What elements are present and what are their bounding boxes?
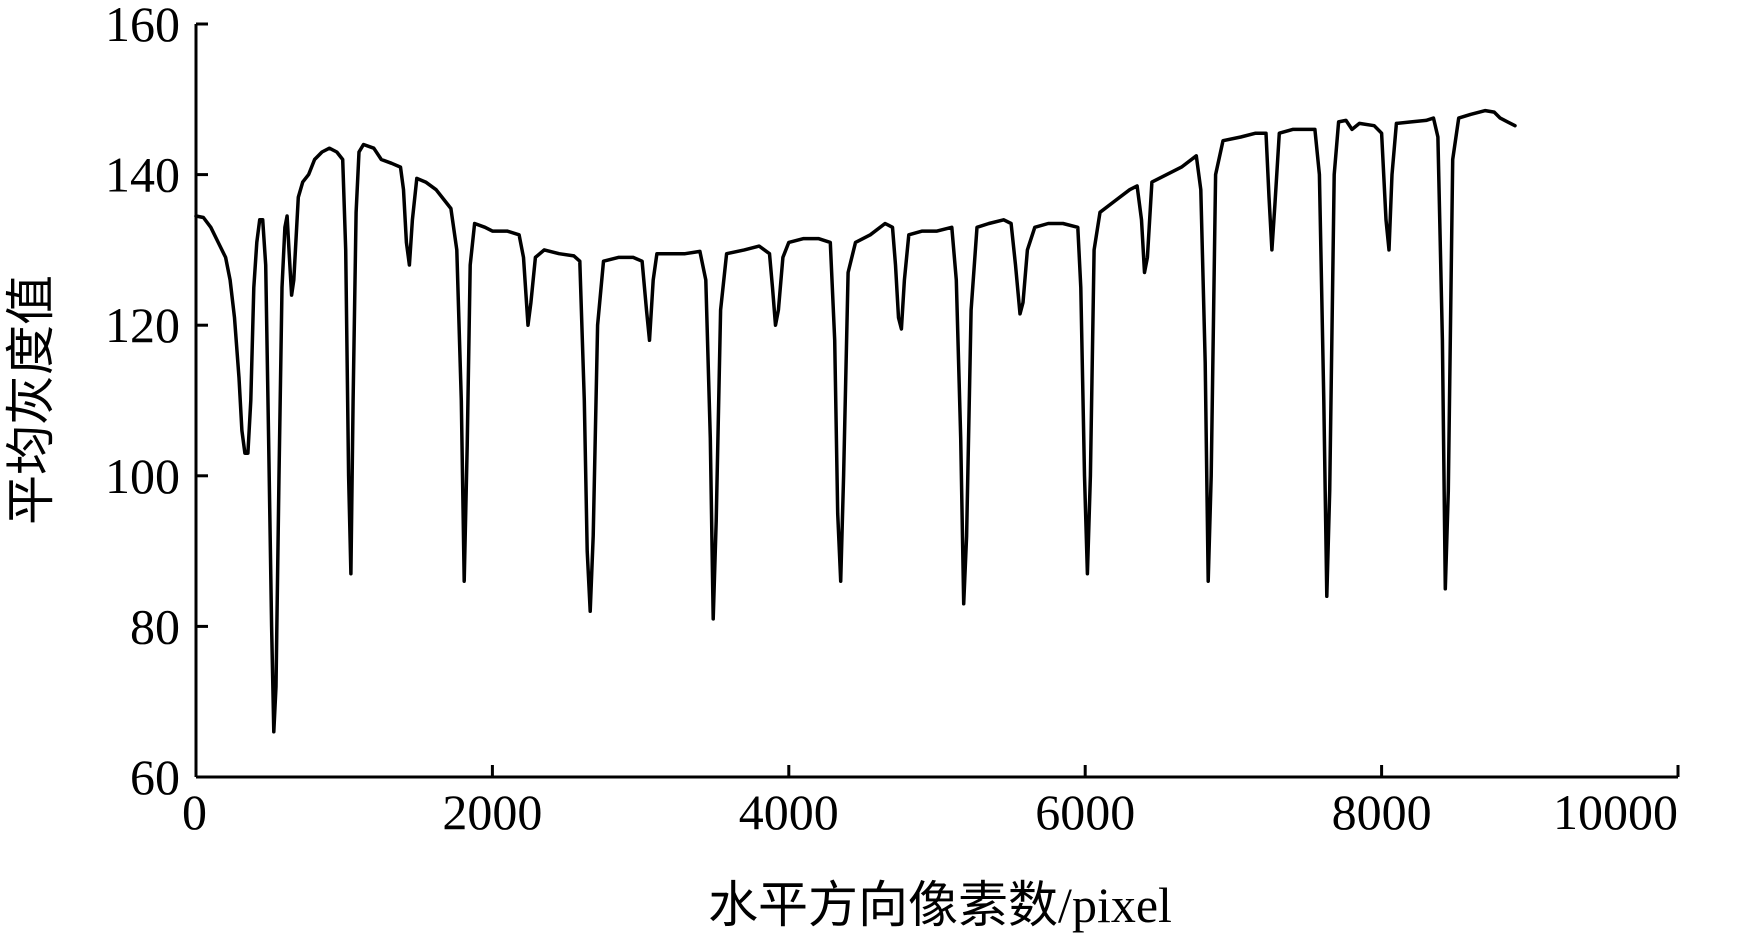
series-line (194, 108, 1517, 734)
x-tick-label: 6000 (1035, 784, 1135, 840)
series-group (194, 108, 1517, 734)
x-tick-label: 2000 (442, 784, 542, 840)
x-tick-label: 10000 (1553, 784, 1678, 840)
y-tick-label: 120 (105, 297, 180, 353)
y-tick-label: 160 (105, 0, 180, 52)
tick-group: 0 2000 4000 6000 8000 10000 60 80 100 120 140 160 (105, 0, 1680, 840)
x-tick-label: 8000 (1332, 784, 1432, 840)
x-tick-label: 4000 (739, 784, 839, 840)
axes (194, 24, 1678, 779)
y-tick-label: 60 (130, 749, 180, 805)
x-tick-label: 0 (182, 784, 207, 840)
y-tick-label: 80 (130, 598, 180, 654)
y-tick-label: 140 (105, 147, 180, 203)
x-axis-title: 水平方向像素数/pixel (708, 877, 1172, 933)
y-axis-title: 平均灰度值 (3, 275, 59, 525)
y-tick-label: 100 (105, 448, 180, 504)
